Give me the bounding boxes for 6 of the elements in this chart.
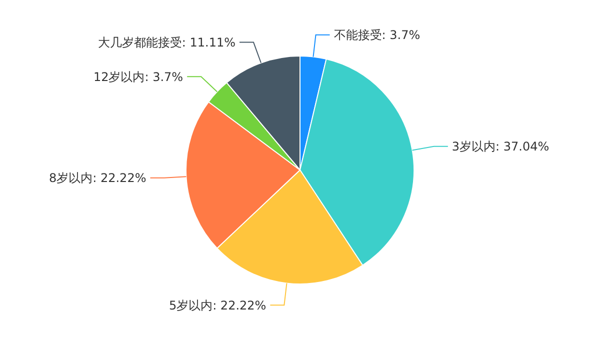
slice-label: 不能接受: 3.7% (334, 28, 420, 42)
slice-label: 3岁以内: 37.04% (452, 140, 550, 154)
slice-label: 12岁以内: 3.7% (93, 70, 184, 84)
slice-label: 大几岁都能接受: 11.11% (98, 35, 236, 50)
slice-label: 8岁以内: 22.22% (48, 171, 146, 186)
slice-label: 5岁以内: 22.22% (168, 298, 266, 312)
